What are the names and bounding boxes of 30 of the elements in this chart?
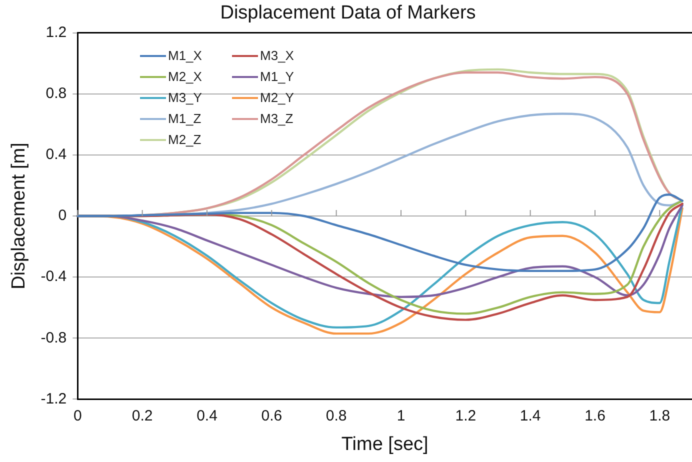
x-tick-label: 0	[73, 407, 82, 424]
x-tick-label: 1.8	[649, 407, 670, 424]
legend-label: M2_Y	[259, 89, 295, 107]
y-tick-label: 0	[58, 207, 67, 224]
x-tick-label: 1.2	[455, 407, 476, 424]
x-tick-label: 1.6	[584, 407, 606, 424]
x-tick-label: 0.2	[132, 407, 153, 424]
x-tick-label: 1	[396, 407, 406, 424]
legend-label: M3_X	[259, 47, 295, 65]
y-axis-title: Displacement [m]	[8, 142, 30, 290]
x-axis-title: Time [sec]	[341, 434, 428, 455]
legend-label: M3_Z	[259, 110, 294, 128]
legend-label: M2_Z	[167, 131, 202, 149]
x-tick-label: 1.4	[520, 407, 541, 424]
y-tick-label: -0.4	[40, 268, 67, 286]
legend-label: M1_X	[167, 47, 203, 65]
legend-label: M2_X	[167, 68, 203, 86]
x-tick-label: 0.6	[261, 407, 282, 424]
x-tick-label: 0.8	[326, 407, 347, 424]
y-tick-label: -0.8	[40, 329, 67, 346]
legend-label: M1_Y	[259, 68, 295, 86]
legend-label: M1_Z	[167, 110, 202, 128]
y-tick-label: 0.8	[46, 85, 67, 102]
line-series	[76, 194, 684, 272]
y-tick-label: -1.2	[40, 390, 67, 408]
legend-label: M3_Y	[167, 89, 203, 107]
y-tick-label: 0.4	[46, 146, 67, 164]
x-tick-label: 0.4	[196, 407, 218, 424]
y-tick-label: 1.2	[46, 24, 67, 41]
chart-title: Displacement Data of Markers	[220, 2, 476, 24]
